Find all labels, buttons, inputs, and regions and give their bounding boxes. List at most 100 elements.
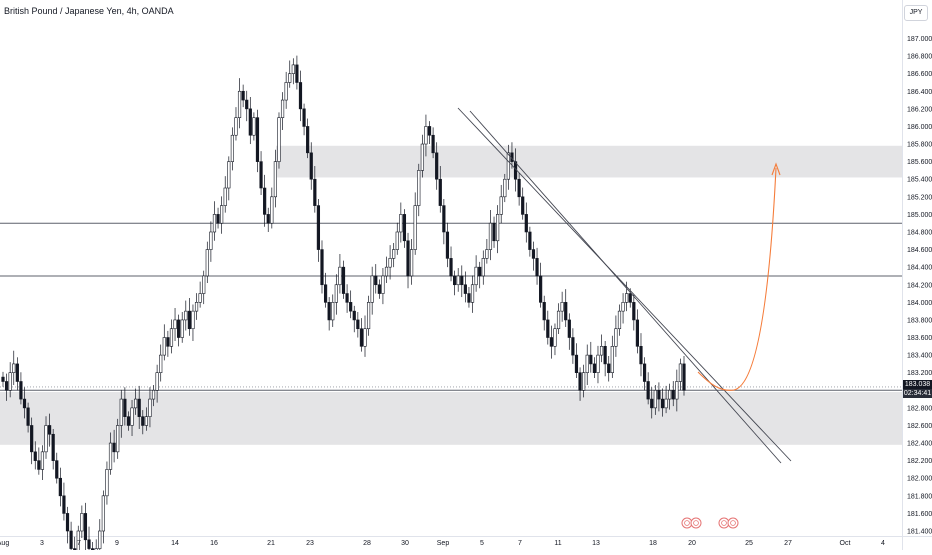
candle-bearish [682, 363, 686, 391]
candle-bearish [302, 108, 306, 127]
candle-bullish [234, 117, 238, 136]
candle-bearish [578, 372, 582, 391]
candle-bearish [445, 231, 450, 259]
economic-event-icon[interactable] [718, 517, 730, 529]
candle-bullish [481, 258, 485, 277]
candle-bullish [12, 363, 16, 373]
candle-bearish [435, 152, 439, 180]
candle-bullish [291, 64, 295, 74]
candle-bearish [660, 398, 665, 409]
candle-bullish [503, 178, 507, 198]
candle-bearish [478, 266, 482, 277]
y-tick-label: 183.600 [907, 335, 932, 342]
y-tick-label: 183.200 [907, 370, 932, 377]
candle-bearish [374, 275, 378, 286]
candle-bearish [517, 178, 521, 198]
y-tick-label: 185.000 [907, 212, 932, 219]
candle-bearish [449, 258, 453, 277]
candle-bullish [338, 266, 342, 286]
candle-bullish [288, 73, 292, 83]
candle-bullish [212, 214, 217, 233]
candle-bullish [205, 249, 209, 277]
y-tick-label: 185.400 [907, 177, 932, 184]
projection-layer [697, 162, 781, 391]
candle-bearish [377, 284, 381, 294]
candle-bearish [241, 90, 245, 101]
economic-event-icon[interactable] [727, 517, 739, 529]
candle-bullish [488, 222, 493, 250]
candle-bullish [370, 275, 374, 303]
candle-bullish [625, 293, 629, 303]
candle-bearish [535, 258, 539, 277]
candle-bearish [327, 302, 331, 321]
candle-bearish [352, 310, 356, 321]
candle-bearish [141, 416, 145, 426]
candle-bullish [417, 170, 421, 206]
candle-bullish [506, 152, 510, 180]
candle-bearish [259, 161, 263, 189]
candle-bearish [295, 64, 299, 83]
candle-bullish [144, 416, 148, 426]
candle-bullish [162, 337, 166, 356]
candle-bearish [266, 214, 270, 224]
candle-bearish [431, 134, 435, 154]
candle-bearish [323, 284, 328, 303]
y-tick-label: 182.000 [907, 476, 932, 483]
candle-bullish [366, 302, 371, 330]
candle-bearish [427, 126, 432, 136]
candle-bearish [438, 178, 442, 206]
y-tick-label: 182.400 [907, 441, 932, 448]
y-tick-label: 181.400 [907, 529, 932, 536]
x-tick-label: 7 [77, 540, 81, 547]
event-icons-layer [681, 517, 739, 529]
candle-bullish [173, 319, 177, 330]
candle-bullish [614, 328, 618, 347]
candle-bullish [184, 310, 188, 321]
candle-bullish [277, 117, 281, 162]
y-tick-label: 183.400 [907, 353, 932, 360]
x-axis-labels: Aug 3 7 9 14 16 21 23 28 30 Sep 5 7 11 13 18 20 25 27 Oct 4 [0, 540, 885, 547]
y-tick-label: 186.600 [907, 71, 932, 78]
candle-bearish [58, 477, 62, 497]
x-tick-label: 13 [592, 540, 600, 547]
candle-bullish [8, 372, 12, 391]
y-tick-label: 182.600 [907, 423, 932, 430]
currency-badge[interactable]: JPY [904, 5, 928, 21]
candle-bullish [40, 451, 45, 470]
trendline-lower [469, 110, 782, 464]
x-tick-label: 21 [267, 540, 275, 547]
y-tick-label: 181.800 [907, 493, 932, 500]
candle-bearish [216, 214, 220, 224]
candle-bearish [460, 275, 464, 286]
candle-bullish [392, 249, 396, 259]
candle-bearish [492, 222, 496, 242]
candle-bearish [26, 407, 30, 426]
candle-bullish [582, 372, 586, 391]
candle-bearish [4, 381, 9, 391]
x-tick-label: 14 [171, 540, 179, 547]
candle-bearish [320, 249, 324, 286]
candle-bullish [664, 398, 668, 409]
candle-bullish [617, 310, 622, 330]
candle-bearish [316, 205, 321, 250]
candle-bullish [585, 354, 589, 373]
candle-bullish [191, 310, 195, 330]
candle-bullish [668, 389, 672, 400]
candle-bearish [166, 337, 170, 347]
candle-bullish [420, 143, 424, 171]
candle-bullish [413, 205, 417, 250]
candles-layer [1, 55, 686, 555]
candle-bearish [55, 460, 59, 479]
candle-bullish [470, 284, 475, 303]
candle-bearish [531, 249, 536, 259]
candle-bullish [363, 328, 367, 347]
candle-bearish [453, 275, 457, 286]
x-tick-label: 11 [554, 540, 561, 547]
last-price-tag: 183.038 [903, 380, 932, 389]
candle-bullish [381, 275, 385, 294]
y-tick-label: 184.400 [907, 265, 932, 272]
calendar-event-icon[interactable] [690, 517, 702, 529]
candle-bullish [596, 354, 600, 373]
